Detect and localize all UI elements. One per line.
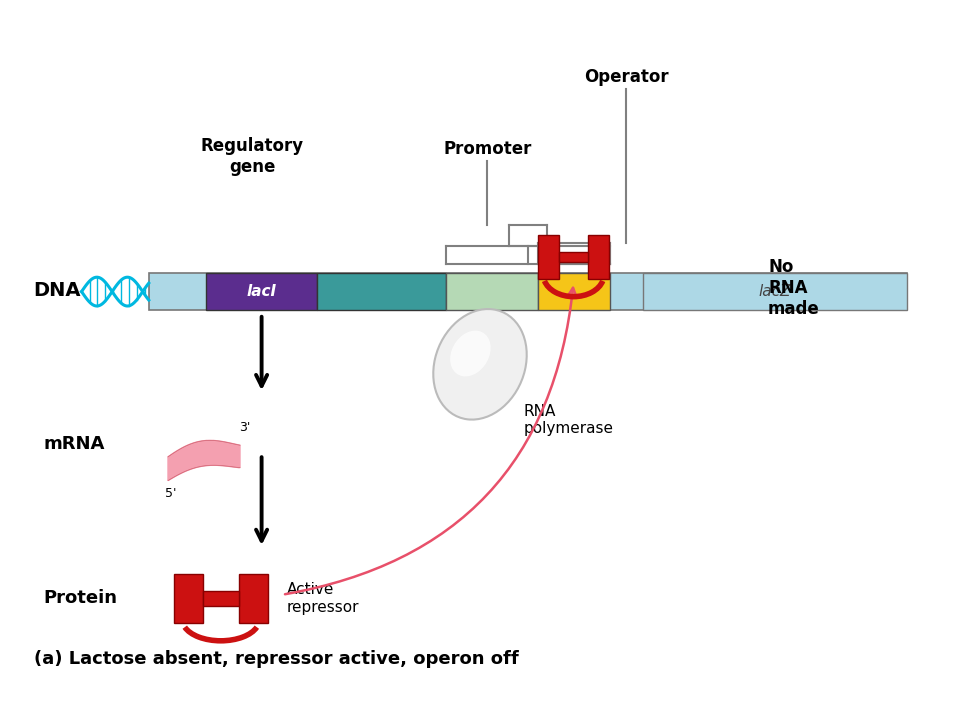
- FancyBboxPatch shape: [239, 574, 268, 623]
- FancyBboxPatch shape: [174, 574, 203, 623]
- FancyBboxPatch shape: [203, 591, 239, 606]
- FancyBboxPatch shape: [538, 235, 559, 279]
- Text: DNA: DNA: [34, 281, 81, 300]
- FancyBboxPatch shape: [317, 273, 446, 310]
- FancyBboxPatch shape: [446, 273, 538, 310]
- Text: lacI: lacI: [247, 284, 276, 299]
- FancyBboxPatch shape: [206, 273, 317, 310]
- Text: mRNA: mRNA: [43, 435, 105, 453]
- Text: Operator: Operator: [584, 68, 669, 86]
- Ellipse shape: [433, 309, 527, 420]
- Text: Regulatory
gene: Regulatory gene: [201, 137, 303, 176]
- Text: Active
repressor: Active repressor: [287, 582, 360, 615]
- Text: 5': 5': [165, 487, 177, 500]
- FancyBboxPatch shape: [588, 235, 610, 279]
- Text: No
RNA
made: No RNA made: [768, 258, 820, 318]
- FancyBboxPatch shape: [643, 273, 907, 310]
- Ellipse shape: [450, 330, 491, 377]
- Text: Protein: Protein: [43, 589, 117, 608]
- FancyBboxPatch shape: [559, 252, 588, 262]
- Text: RNA
polymerase: RNA polymerase: [523, 404, 613, 436]
- Text: (a) Lactose absent, repressor active, operon off: (a) Lactose absent, repressor active, op…: [34, 649, 518, 668]
- Text: 3': 3': [239, 421, 251, 434]
- FancyBboxPatch shape: [149, 273, 907, 310]
- FancyBboxPatch shape: [538, 273, 610, 310]
- Text: Promoter: Promoter: [443, 140, 532, 158]
- Text: lacZ: lacZ: [759, 284, 791, 299]
